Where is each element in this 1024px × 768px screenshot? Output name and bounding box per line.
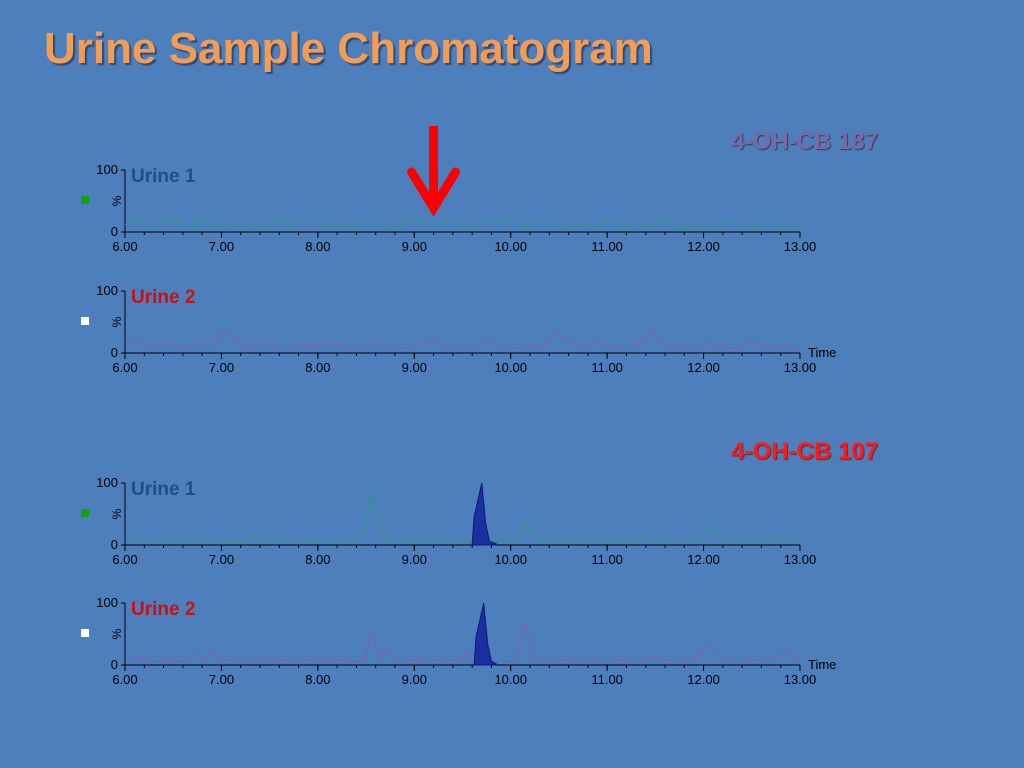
y-tick-label: 100 [96, 475, 118, 490]
chart-panel-1: 6.00 7.00 8.00 9.00 10.00 11.00 12.00 13.00 0 100… [81, 126, 816, 254]
trace-label: Urine 2 [131, 287, 195, 308]
trace-line [124, 492, 801, 543]
x-tick-label: 8.00 [305, 360, 330, 375]
y-tick-label: 0 [111, 224, 118, 239]
y-axis-label: % [110, 195, 124, 206]
red-arrow-down-icon [407, 126, 461, 217]
y-axis-label: % [110, 508, 124, 519]
x-tick-label: 9.00 [402, 552, 427, 567]
x-tick-label: 10.00 [494, 552, 527, 567]
x-tick-label: 10.00 [494, 360, 527, 375]
y-axis-label: % [110, 316, 124, 327]
x-tick-label: 7.00 [209, 239, 234, 254]
x-tick-label: 13.00 [784, 552, 817, 567]
x-tick-label: 11.00 [591, 672, 623, 687]
x-tick-label: 12.00 [687, 239, 720, 254]
x-tick-label: 7.00 [209, 672, 234, 687]
white-square-marker [81, 629, 89, 637]
x-tick-label: 9.00 [402, 672, 427, 687]
x-tick-label: 11.00 [591, 239, 623, 254]
trace-line [124, 215, 801, 230]
chart-panel-2: 6.00 7.00 8.00 9.00 10.00 11.00 12.00 13.00 0 100… [81, 283, 836, 375]
x-tick-label: 13.00 [784, 672, 817, 687]
chart-panel-3: 6.00 7.00 8.00 9.00 10.00 11.00 12.00 13.00 0 100… [81, 475, 816, 567]
chart-panel-4: 6.00 7.00 8.00 9.00 10.00 11.00 12.00 13.00 0 100… [81, 595, 836, 687]
green-square-marker [81, 196, 89, 204]
y-tick-label: 100 [96, 162, 118, 177]
x-tick-label: 6.00 [112, 239, 137, 254]
y-tick-label: 100 [96, 595, 118, 610]
x-tick-label: 7.00 [209, 552, 234, 567]
compound-label-4-oh-cb-187: 4-OH-CB 187 [731, 128, 878, 155]
x-tick-label: 7.00 [209, 360, 234, 375]
trace-label: Urine 1 [131, 479, 196, 500]
y-tick-label: 0 [111, 657, 118, 672]
y-tick-label: 100 [96, 283, 118, 298]
trace-line [124, 329, 801, 350]
trace-label: Urine 1 [131, 166, 196, 187]
compound-label-4-oh-cb-107: 4-OH-CB 107 [731, 438, 878, 465]
x-tick-label: 8.00 [305, 672, 330, 687]
integrated-peak [471, 482, 497, 546]
white-square-marker [81, 317, 89, 325]
x-axis-label: Time [808, 345, 836, 360]
x-tick-label: 6.00 [112, 360, 137, 375]
x-tick-label: 12.00 [687, 552, 720, 567]
x-tick-label: 12.00 [687, 360, 720, 375]
x-tick-label: 13.00 [784, 239, 817, 254]
trace-label: Urine 2 [131, 599, 195, 620]
x-tick-label: 11.00 [591, 360, 623, 375]
arrow-head [407, 167, 461, 217]
integrated-peak [473, 602, 497, 666]
y-tick-label: 0 [111, 345, 118, 360]
x-tick-label: 9.00 [402, 239, 427, 254]
green-square-marker [81, 509, 89, 517]
x-tick-label: 6.00 [112, 672, 137, 687]
x-tick-label: 6.00 [112, 552, 137, 567]
x-tick-label: 12.00 [687, 672, 720, 687]
x-tick-label: 13.00 [784, 360, 817, 375]
slide-title: Urine Sample Chromatogram [44, 24, 653, 73]
y-axis-label: % [110, 628, 124, 639]
trace-line [124, 622, 801, 663]
x-tick-label: 10.00 [494, 672, 527, 687]
x-tick-label: 10.00 [494, 239, 527, 254]
x-tick-label: 8.00 [305, 552, 330, 567]
x-tick-label: 8.00 [305, 239, 330, 254]
x-axis-label: Time [808, 657, 836, 672]
x-tick-label: 11.00 [591, 552, 623, 567]
y-tick-label: 0 [111, 537, 118, 552]
x-tick-label: 9.00 [402, 360, 427, 375]
